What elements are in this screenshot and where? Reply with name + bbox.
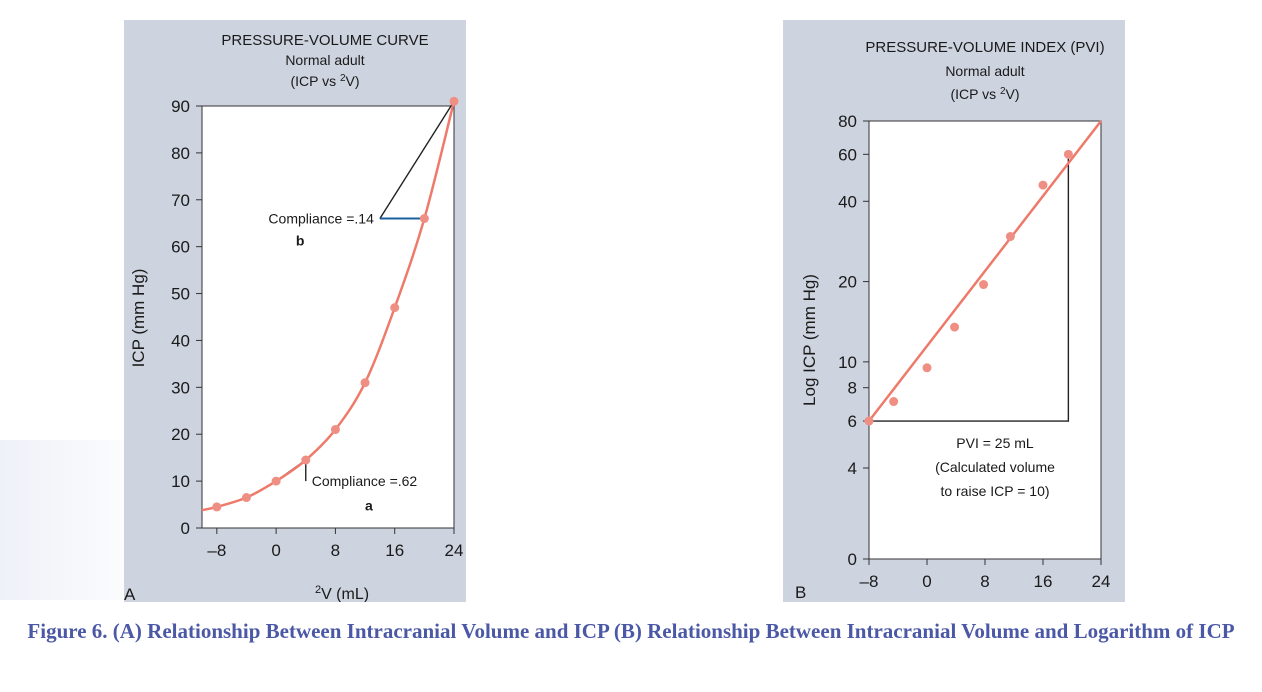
chart-b-y-tick-label: 4 xyxy=(848,459,857,478)
chart-panel-b: PRESSURE-VOLUME INDEX (PVI) Normal adult… xyxy=(783,20,1125,602)
chart-a-curve-line xyxy=(201,101,456,512)
chart-a-panel-letter: A xyxy=(124,585,136,602)
chart-b-y-tick-label: 40 xyxy=(838,192,857,211)
chart-a-y-tick-label: 30 xyxy=(171,378,190,397)
chart-b-y-tick-label: 80 xyxy=(838,112,857,131)
chart-a-y-tick-label: 0 xyxy=(181,519,190,538)
chart-b-y-axis-label: Log ICP (mm Hg) xyxy=(800,274,819,406)
chart-a-data-point xyxy=(301,455,311,465)
chart-b-y-tick-label: 6 xyxy=(848,412,857,431)
chart-a-y-axis-label: ICP (mm Hg) xyxy=(129,269,148,368)
chart-b-subtitle-2: (ICP vs 2V) xyxy=(950,86,1019,102)
chart-a-data-point xyxy=(241,493,251,503)
chart-b-y-tick-label: 20 xyxy=(838,273,857,292)
chart-b-y-tick-label: 8 xyxy=(848,379,857,398)
chart-panel-a: PRESSURE-VOLUME CURVE Normal adult (ICP … xyxy=(124,20,466,602)
chart-b-panel-letter: B xyxy=(795,583,806,602)
chart-b-x-tick-label: 8 xyxy=(980,572,989,591)
chart-a-data-point xyxy=(360,378,370,388)
chart-a-y-tick-label: 40 xyxy=(171,331,190,350)
chart-a-subtitle-2: (ICP vs 2V) xyxy=(290,73,359,89)
pvi-triangle xyxy=(869,154,1070,422)
chart-a-title: PRESSURE-VOLUME CURVE xyxy=(221,32,428,49)
chart-a-x-tick-label: –8 xyxy=(207,541,226,560)
chart-a-y-tick-label: 60 xyxy=(171,238,190,257)
chart-a-x-tick-label: 24 xyxy=(445,541,464,560)
chart-a-subtitle: Normal adult xyxy=(285,52,364,68)
chart-a-y-tick-label: 10 xyxy=(171,472,190,491)
chart-a-data-point xyxy=(330,425,340,435)
chart-b-y-tick-label: 60 xyxy=(838,145,857,164)
chart-a-data-point xyxy=(390,303,400,313)
chart-b-x-tick-label: –8 xyxy=(860,572,879,591)
compliance-b-label: Compliance =.14 xyxy=(268,211,374,227)
chart-b-data-point xyxy=(864,416,874,426)
chart-b-x-tick-label: 0 xyxy=(922,572,931,591)
chart-a-x-tick-label: 0 xyxy=(271,541,280,560)
chart-b-data-point xyxy=(1038,180,1048,190)
chart-b-data-point xyxy=(922,363,932,373)
chart-a-x-axis-label: 2V (mL) xyxy=(315,584,369,602)
chart-a-data-point xyxy=(212,502,222,512)
chart-b-subtitle: Normal adult xyxy=(945,63,1024,79)
chart-a-y-tick-label: 90 xyxy=(171,97,190,116)
figure-caption: Figure 6. (A) Relationship Between Intra… xyxy=(27,619,1235,643)
chart-a-plot-area xyxy=(201,105,455,529)
chart-a-y-tick-label: 80 xyxy=(171,144,190,163)
compliance-a-label: Compliance =.62 xyxy=(312,473,418,489)
chart-a-data-point xyxy=(449,96,459,106)
chart-a-data-point xyxy=(419,214,429,224)
compliance-a-letter: a xyxy=(365,498,373,514)
chart-a-y-tick-label: 70 xyxy=(171,191,190,210)
chart-b-x-tick-label: 16 xyxy=(1034,572,1053,591)
chart-a-x-tick-label: 8 xyxy=(331,541,340,560)
chart-b-x-tick-label: 24 xyxy=(1092,572,1111,591)
chart-a-y-tick-label: 20 xyxy=(171,425,190,444)
chart-a-svg: PRESSURE-VOLUME CURVE Normal adult (ICP … xyxy=(124,32,464,602)
chart-b-y-zero-label: 0 xyxy=(848,550,857,569)
compliance-b-hypotenuse xyxy=(379,100,455,219)
chart-b-series-line xyxy=(868,120,1102,422)
chart-b-data-point xyxy=(979,280,989,290)
chart-b-y-tick-label: 10 xyxy=(838,353,857,372)
chart-a-data-point xyxy=(271,476,281,486)
chart-b-data-point xyxy=(889,397,899,407)
chart-a-y-tick-label: 50 xyxy=(171,285,190,304)
chart-b-data-point xyxy=(950,322,960,332)
chart-b-plot-area xyxy=(868,120,1102,560)
compliance-b-letter: b xyxy=(296,233,305,249)
pvi-annotation-line: PVI = 25 mL xyxy=(956,435,1034,451)
chart-b-data-point xyxy=(1063,149,1073,159)
chart-a-x-tick-label: 16 xyxy=(385,541,404,560)
pvi-annotation-line: to raise ICP = 10) xyxy=(940,483,1049,499)
chart-b-data-point xyxy=(1005,232,1015,242)
pvi-annotation-line: (Calculated volume xyxy=(935,459,1055,475)
chart-b-title: PRESSURE-VOLUME INDEX (PVI) xyxy=(865,39,1104,56)
chart-b-svg: PRESSURE-VOLUME INDEX (PVI) Normal adult… xyxy=(795,39,1111,602)
